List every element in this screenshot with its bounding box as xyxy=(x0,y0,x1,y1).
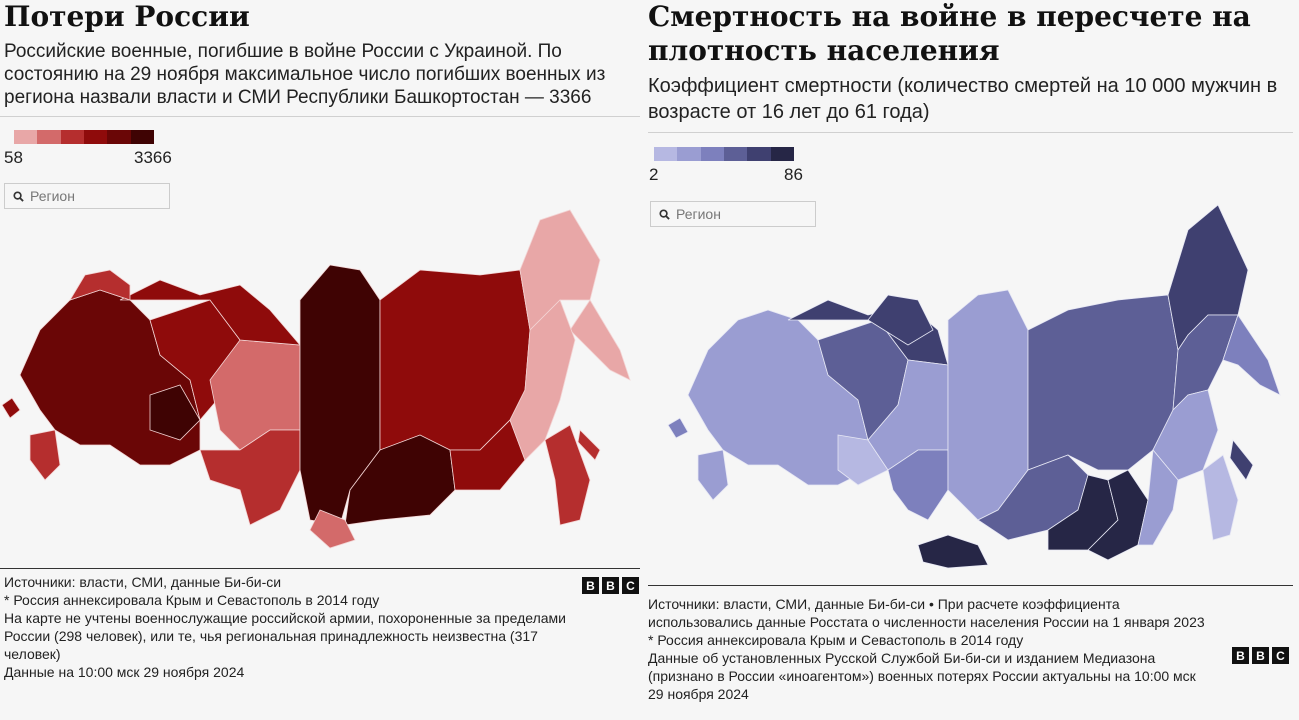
right-note-sources: Источники: власти, СМИ, данные Би-би-си … xyxy=(648,596,1205,630)
right-russia-map[interactable] xyxy=(648,200,1299,585)
left-note-sources: Источники: власти, СМИ, данные Би-би-си xyxy=(4,574,282,590)
left-region-search[interactable]: Регион xyxy=(4,183,170,209)
map-region-yamal xyxy=(867,294,934,346)
legend-swatch xyxy=(60,130,84,144)
right-title: Смертность на войне в пересчете на плотн… xyxy=(648,0,1251,67)
bbc-logo-letter: C xyxy=(1272,647,1289,664)
right-notes: Источники: власти, СМИ, данные Би-би-си … xyxy=(648,595,1208,703)
map-region-south-ural xyxy=(887,449,949,521)
map-region-caucasus xyxy=(697,449,729,501)
right-panel: Смертность на войне в пересчете на плотн… xyxy=(648,0,1299,720)
map-region-crimea xyxy=(667,417,689,439)
left-divider xyxy=(0,116,640,117)
map-region-khabarovsk xyxy=(509,299,576,461)
map-region-ural xyxy=(837,434,889,486)
legend-swatch xyxy=(700,147,724,161)
left-russia-map[interactable] xyxy=(0,180,640,565)
left-search-placeholder: Регион xyxy=(30,188,75,204)
legend-swatch xyxy=(723,147,748,161)
map-region-south-ural xyxy=(199,429,301,526)
left-legend-bar xyxy=(14,130,154,144)
search-icon xyxy=(659,208,670,220)
map-region-bashkortostan xyxy=(149,384,201,441)
map-region-zabaikalsky xyxy=(1087,469,1149,561)
left-legend-min: 58 xyxy=(4,148,23,167)
bbc-logo-letter: B xyxy=(602,577,619,594)
bbc-logo-letter: B xyxy=(1252,647,1269,664)
right-note-date: Данные об установленных Русской Службой … xyxy=(648,650,1196,702)
left-subtitle: Российские военные, погибшие в войне Рос… xyxy=(4,41,606,108)
right-subtitle: Коэффициент смертности (количество смерт… xyxy=(648,75,1278,123)
map-region-sakhalin xyxy=(1229,439,1254,481)
search-icon xyxy=(13,190,24,202)
legend-swatch xyxy=(747,147,771,161)
left-footer-line xyxy=(0,568,640,569)
legend-swatch xyxy=(83,130,108,144)
left-panel: Потери России Российские военные, погибш… xyxy=(0,0,640,720)
map-region-kamchatka xyxy=(1222,314,1281,396)
right-footer-line xyxy=(648,585,1293,586)
right-legend-max: 86 xyxy=(784,165,803,184)
bbc-logo-letter: C xyxy=(622,577,639,594)
legend-swatch xyxy=(130,130,154,144)
right-search-placeholder: Регион xyxy=(676,206,721,222)
map-region-crimea xyxy=(1,397,21,419)
left-notes: Источники: власти, СМИ, данные Би-би-си … xyxy=(4,573,579,681)
map-region-primorye xyxy=(544,424,591,526)
map-region-sakhalin xyxy=(577,429,601,461)
map-region-nw xyxy=(69,269,131,301)
right-legend-bar xyxy=(654,147,794,161)
legend-swatch xyxy=(107,130,131,144)
map-region-caucasus xyxy=(29,429,61,481)
map-region-primorye xyxy=(1202,454,1239,541)
right-region-search[interactable]: Регион xyxy=(650,201,816,227)
left-title: Потери России xyxy=(4,0,250,33)
map-region-tuva xyxy=(917,534,989,569)
legend-swatch xyxy=(37,130,61,144)
legend-swatch xyxy=(770,147,794,161)
left-note-excluded: На карте не учтены военнослужащие россий… xyxy=(4,610,567,662)
right-divider xyxy=(648,132,1293,133)
legend-swatch xyxy=(654,147,678,161)
map-region-amur xyxy=(1137,449,1179,546)
legend-swatch xyxy=(677,147,701,161)
map-region-tuva xyxy=(309,509,356,549)
map-region-north xyxy=(119,279,301,346)
legend-swatch xyxy=(14,130,38,144)
bbc-logo-letter: B xyxy=(1232,647,1249,664)
left-note-date: Данные на 10:00 мск 29 ноября 2024 xyxy=(4,664,245,680)
map-region-kamchatka xyxy=(569,299,631,381)
right-note-crimea: * Россия аннексировала Крым и Севастопол… xyxy=(648,632,1024,648)
right-legend-min: 2 xyxy=(649,165,659,184)
bbc-logo-letter: B xyxy=(582,577,599,594)
left-note-crimea: * Россия аннексировала Крым и Севастопол… xyxy=(4,592,380,608)
map-region-yakutia xyxy=(1027,294,1179,471)
left-legend-max: 3366 xyxy=(134,148,172,167)
